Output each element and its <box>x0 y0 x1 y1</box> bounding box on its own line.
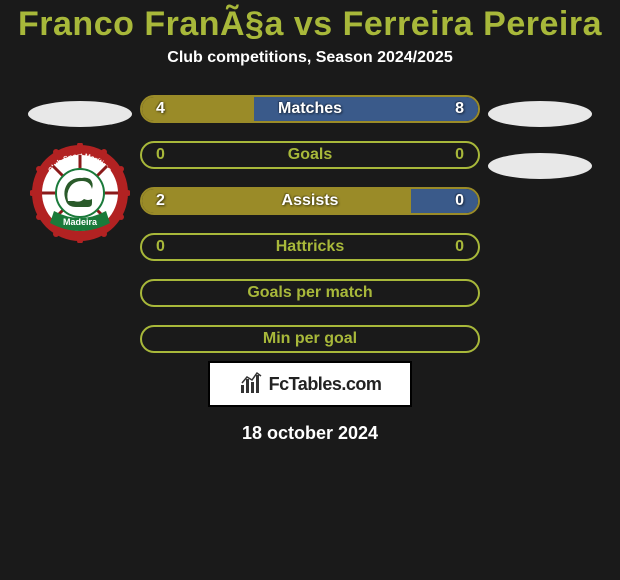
stat-right-value: 0 <box>455 143 464 167</box>
stat-right-value: 0 <box>455 235 464 259</box>
page-title: Franco FranÃ§a vs Ferreira Pereira <box>18 6 602 43</box>
stat-label: Min per goal <box>142 327 478 351</box>
stat-label: Goals <box>142 143 478 167</box>
stats-column: 4 Matches 8 0 Goals 0 2 Assists 0 <box>140 95 480 353</box>
fctables-icon <box>239 369 265 400</box>
site-logo-box: FcTables.com <box>208 361 412 407</box>
site-logo-text: FcTables.com <box>269 374 382 395</box>
main-row: Club Sport Marítimo <box>0 95 620 353</box>
stat-label: Hattricks <box>142 235 478 259</box>
right-column <box>480 95 600 199</box>
date: 18 october 2024 <box>242 423 378 444</box>
stat-row-gpm: Goals per match <box>140 279 480 307</box>
player-right-club-placeholder <box>488 153 592 179</box>
infographic-root: Franco FranÃ§a vs Ferreira Pereira Club … <box>0 0 620 580</box>
player-left-logo-placeholder <box>28 101 132 127</box>
subtitle: Club competitions, Season 2024/2025 <box>167 49 452 67</box>
stat-left-value: 0 <box>156 143 165 167</box>
stat-label: Goals per match <box>142 281 478 305</box>
stat-row-goals: 0 Goals 0 <box>140 141 480 169</box>
club-badge-maritimo: Club Sport Marítimo <box>30 143 130 243</box>
stat-left-value: 0 <box>156 235 165 259</box>
stat-row-matches: 4 Matches 8 <box>140 95 480 123</box>
left-column: Club Sport Marítimo <box>20 95 140 243</box>
player-right-logo-placeholder <box>488 101 592 127</box>
stat-row-mpg: Min per goal <box>140 325 480 353</box>
stat-row-hattricks: 0 Hattricks 0 <box>140 233 480 261</box>
badge-banner-text: Madeira <box>63 217 98 227</box>
stat-row-assists: 2 Assists 0 <box>140 187 480 215</box>
